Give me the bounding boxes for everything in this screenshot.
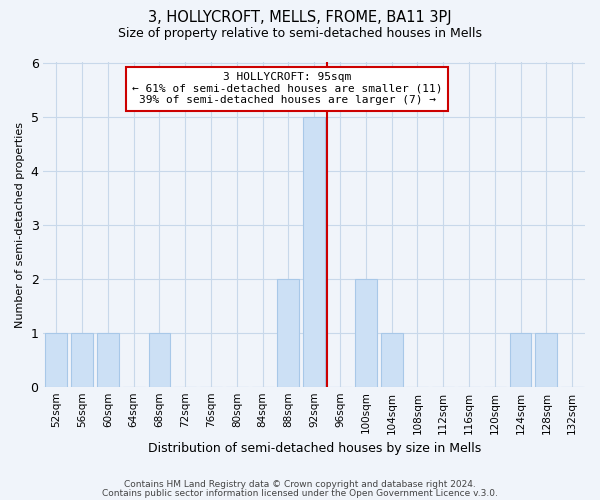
Y-axis label: Number of semi-detached properties: Number of semi-detached properties [15,122,25,328]
Bar [71,332,93,386]
Bar [355,278,377,386]
Text: 3 HOLLYCROFT: 95sqm
← 61% of semi-detached houses are smaller (11)
39% of semi-d: 3 HOLLYCROFT: 95sqm ← 61% of semi-detach… [132,72,442,106]
Bar [303,116,325,386]
Text: 3, HOLLYCROFT, MELLS, FROME, BA11 3PJ: 3, HOLLYCROFT, MELLS, FROME, BA11 3PJ [148,10,452,25]
Text: Contains HM Land Registry data © Crown copyright and database right 2024.: Contains HM Land Registry data © Crown c… [124,480,476,489]
Bar [380,332,403,386]
Bar [149,332,170,386]
Text: Contains public sector information licensed under the Open Government Licence v.: Contains public sector information licen… [102,488,498,498]
Bar [535,332,557,386]
Bar [97,332,119,386]
Bar [509,332,532,386]
X-axis label: Distribution of semi-detached houses by size in Mells: Distribution of semi-detached houses by … [148,442,481,455]
Text: Size of property relative to semi-detached houses in Mells: Size of property relative to semi-detach… [118,28,482,40]
Bar [277,278,299,386]
Bar [46,332,67,386]
